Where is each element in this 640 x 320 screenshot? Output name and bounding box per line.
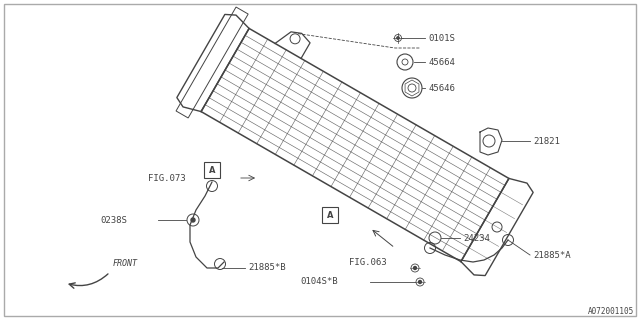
Text: 45646: 45646 <box>428 84 455 92</box>
FancyBboxPatch shape <box>322 207 338 223</box>
Text: 45664: 45664 <box>428 58 455 67</box>
Circle shape <box>419 281 422 284</box>
Circle shape <box>413 267 417 269</box>
Text: 0101S: 0101S <box>428 34 455 43</box>
Text: A: A <box>209 165 215 174</box>
Text: FIG.073: FIG.073 <box>148 173 186 182</box>
Text: 21885*A: 21885*A <box>533 251 571 260</box>
Text: 21821: 21821 <box>533 137 560 146</box>
Text: FIG.063: FIG.063 <box>349 258 387 267</box>
Circle shape <box>191 218 195 222</box>
Text: FRONT: FRONT <box>113 259 138 268</box>
Text: 0238S: 0238S <box>100 215 127 225</box>
Text: 0104S*B: 0104S*B <box>300 277 338 286</box>
Circle shape <box>397 37 399 39</box>
Text: A072001105: A072001105 <box>588 307 634 316</box>
Text: A: A <box>327 211 333 220</box>
FancyBboxPatch shape <box>204 162 220 178</box>
Text: 24234: 24234 <box>463 234 490 243</box>
Text: 21885*B: 21885*B <box>248 263 285 273</box>
